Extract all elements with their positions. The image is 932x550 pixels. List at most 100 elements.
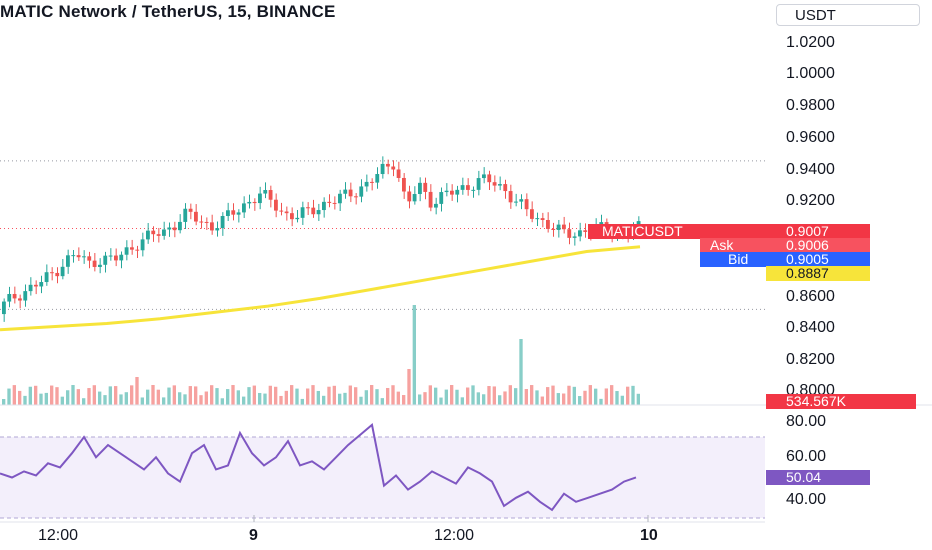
volume-bar bbox=[508, 385, 512, 405]
candle-body bbox=[343, 189, 348, 194]
currency-button[interactable]: USDT bbox=[776, 4, 920, 26]
candle-body bbox=[514, 201, 518, 203]
price-tick: 0.9600 bbox=[786, 129, 835, 146]
candle-body bbox=[220, 216, 225, 229]
bid-price-tag: 0.9005 bbox=[766, 252, 870, 267]
volume-bar bbox=[487, 386, 491, 405]
candle-body bbox=[34, 284, 38, 287]
volume-bar bbox=[444, 389, 448, 405]
volume-bar bbox=[135, 377, 139, 405]
volume-bar bbox=[380, 398, 384, 405]
volume-bar bbox=[636, 393, 640, 405]
volume-bar bbox=[284, 390, 288, 405]
volume-bar bbox=[610, 385, 614, 405]
volume-bar bbox=[172, 385, 176, 405]
time-label: 12:00 bbox=[38, 527, 79, 544]
volume-bar bbox=[194, 386, 198, 405]
volume-bar bbox=[631, 385, 635, 405]
candle-body bbox=[279, 210, 284, 212]
volume-bar bbox=[44, 392, 48, 405]
candle-body bbox=[231, 210, 236, 215]
volume-bar bbox=[114, 386, 118, 405]
candle-body bbox=[407, 191, 412, 202]
candle-body bbox=[98, 264, 102, 267]
volume-bar bbox=[50, 385, 54, 405]
volume-bar bbox=[178, 392, 182, 405]
candle-body bbox=[188, 208, 193, 212]
rsi-value-tag: 50.04 bbox=[766, 470, 870, 485]
volume-bar bbox=[306, 388, 310, 405]
volume-bar bbox=[546, 387, 550, 405]
candle-body bbox=[386, 163, 390, 167]
candle-body bbox=[60, 266, 65, 277]
candle-body bbox=[156, 234, 161, 236]
candle-body bbox=[439, 192, 444, 204]
volume-bar bbox=[34, 385, 38, 405]
candle-body bbox=[498, 184, 502, 186]
volume-bar bbox=[204, 391, 208, 405]
volume-bar bbox=[247, 387, 251, 405]
volume-bar bbox=[87, 388, 91, 405]
candle-body bbox=[540, 218, 545, 221]
candle-body bbox=[567, 229, 572, 238]
candle-body bbox=[151, 230, 156, 235]
volume-bar bbox=[82, 398, 86, 405]
price-tick: 0.9400 bbox=[786, 161, 835, 178]
volume-bar bbox=[412, 305, 416, 405]
volume-bar bbox=[322, 395, 326, 405]
price-tick: 0.9200 bbox=[786, 192, 835, 209]
candle-body bbox=[82, 256, 86, 258]
volume-bar bbox=[263, 393, 267, 405]
volume-bar bbox=[338, 393, 342, 405]
candle-body bbox=[359, 186, 364, 197]
price-tick: 0.8400 bbox=[786, 319, 835, 336]
symbol-tag: MATICUSDT bbox=[588, 224, 766, 239]
candle-body bbox=[12, 293, 17, 299]
candle-body bbox=[23, 291, 28, 301]
candle-body bbox=[178, 221, 182, 231]
volume-bar bbox=[535, 390, 539, 405]
price-tick: 1.0000 bbox=[786, 65, 835, 82]
volume-histogram bbox=[2, 305, 640, 405]
candle-body bbox=[140, 239, 145, 251]
candle-body bbox=[204, 221, 209, 223]
candle-body bbox=[290, 213, 294, 220]
volume-bar bbox=[188, 386, 192, 405]
volume-bar bbox=[220, 398, 224, 405]
candle-body bbox=[402, 177, 406, 192]
candle-body bbox=[210, 222, 214, 231]
volume-bar bbox=[151, 385, 155, 405]
candle-body bbox=[546, 220, 550, 229]
volume-bar bbox=[66, 390, 70, 405]
candle-body bbox=[247, 201, 252, 204]
volume-bar bbox=[311, 385, 315, 405]
candle-body bbox=[412, 194, 417, 202]
candle-body bbox=[87, 256, 92, 261]
candle-body bbox=[503, 184, 508, 192]
candle-body bbox=[476, 178, 481, 190]
rsi-tick: 40.00 bbox=[786, 491, 827, 508]
volume-bar bbox=[327, 386, 331, 405]
candle-body bbox=[572, 236, 577, 238]
candle-body bbox=[146, 230, 150, 240]
candle-body bbox=[124, 247, 129, 255]
volume-bar bbox=[519, 339, 523, 405]
volume-bar bbox=[18, 390, 22, 405]
candle-body bbox=[236, 212, 241, 215]
volume-bar bbox=[76, 389, 80, 405]
volume-bar bbox=[332, 385, 336, 405]
candle-body bbox=[226, 210, 230, 217]
candle-body bbox=[423, 182, 428, 192]
volume-bar bbox=[407, 369, 411, 405]
candle-body bbox=[28, 284, 33, 292]
volume-bar bbox=[146, 389, 150, 405]
volume-bar bbox=[396, 391, 400, 405]
volume-bar bbox=[295, 388, 299, 405]
rsi-line bbox=[0, 423, 637, 512]
candle-body bbox=[348, 189, 353, 197]
volume-bar bbox=[183, 394, 187, 405]
rsi-tick: 80.00 bbox=[786, 413, 827, 430]
candle-body bbox=[418, 182, 422, 195]
volume-bar bbox=[108, 386, 112, 405]
